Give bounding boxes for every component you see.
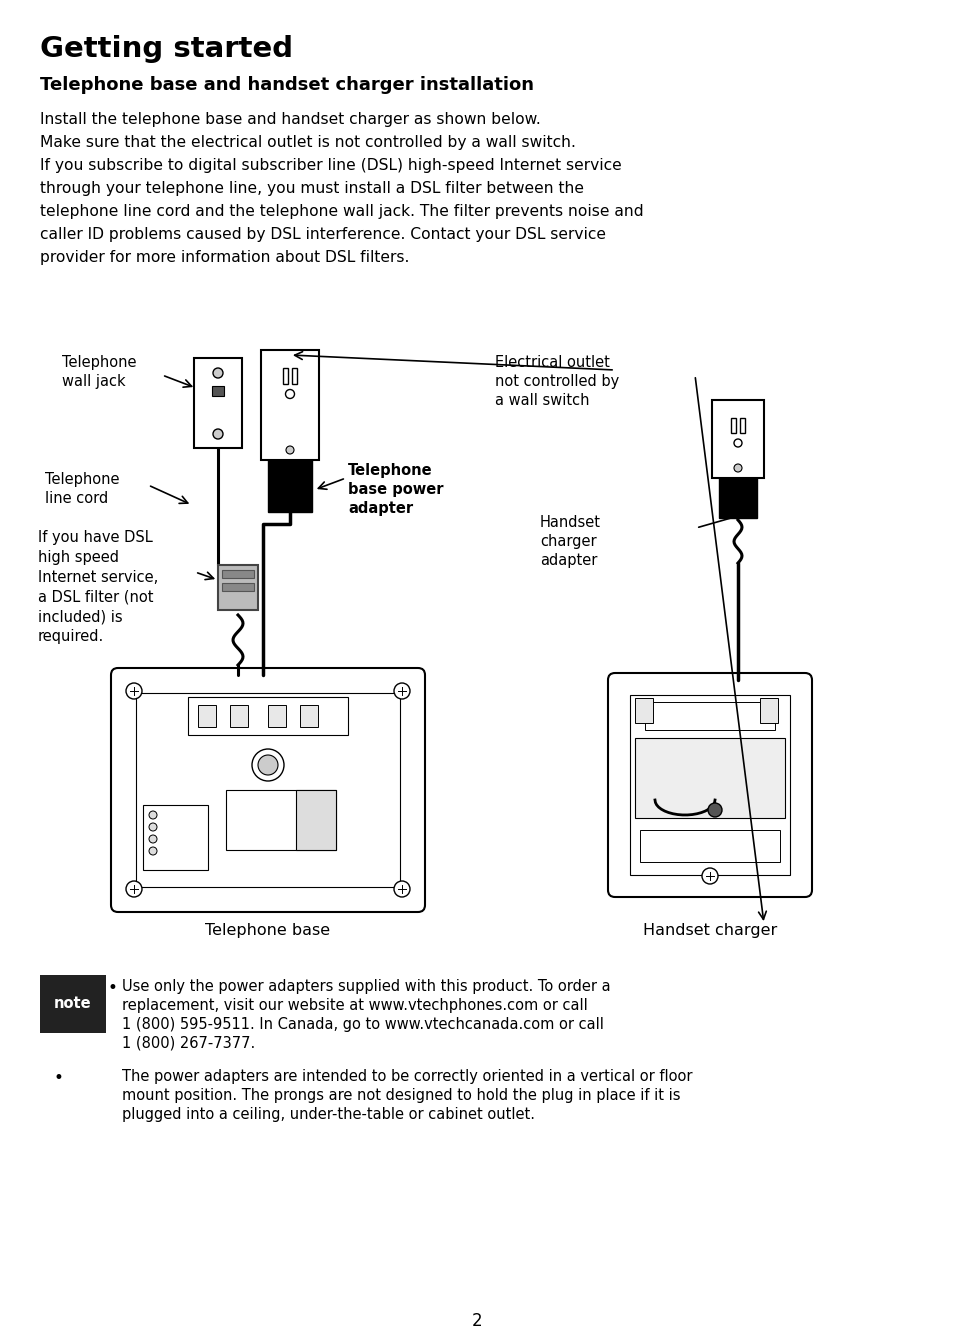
Bar <box>198 705 215 727</box>
Circle shape <box>394 880 410 896</box>
Bar <box>268 705 286 727</box>
Bar <box>299 705 317 727</box>
Bar <box>261 350 318 460</box>
Bar <box>268 460 312 512</box>
Circle shape <box>733 440 741 448</box>
FancyBboxPatch shape <box>111 668 424 912</box>
Text: telephone line cord and the telephone wall jack. The filter prevents noise and: telephone line cord and the telephone wa… <box>40 204 643 219</box>
Bar <box>283 367 288 383</box>
Text: through your telephone line, you must install a DSL filter between the: through your telephone line, you must in… <box>40 180 583 196</box>
FancyBboxPatch shape <box>607 673 811 896</box>
Circle shape <box>149 823 157 831</box>
Circle shape <box>126 880 142 896</box>
Text: Handset
charger
adapter: Handset charger adapter <box>539 514 600 568</box>
Bar <box>222 570 253 578</box>
Circle shape <box>213 367 223 378</box>
Circle shape <box>286 446 294 454</box>
Circle shape <box>701 868 718 884</box>
Circle shape <box>285 390 294 398</box>
Text: Telephone base: Telephone base <box>205 923 331 938</box>
Circle shape <box>257 755 277 775</box>
Text: caller ID problems caused by DSL interference. Contact your DSL service: caller ID problems caused by DSL interfe… <box>40 227 605 242</box>
Text: Install the telephone base and handset charger as shown below.: Install the telephone base and handset c… <box>40 112 540 127</box>
Circle shape <box>707 803 721 818</box>
Bar <box>730 418 735 433</box>
Text: •: • <box>54 1069 64 1088</box>
Text: note: note <box>54 997 91 1011</box>
Text: •: • <box>108 979 118 997</box>
Bar <box>230 705 248 727</box>
Circle shape <box>126 683 142 699</box>
Bar <box>295 790 335 850</box>
Bar <box>222 582 253 591</box>
Text: 1 (800) 595-9511. In Canada, go to www.vtechcanada.com or call: 1 (800) 595-9511. In Canada, go to www.v… <box>122 1017 603 1031</box>
Bar <box>639 830 780 862</box>
Circle shape <box>149 835 157 843</box>
Bar <box>136 693 399 887</box>
Text: Handset charger: Handset charger <box>642 923 777 938</box>
Text: Telephone
line cord: Telephone line cord <box>45 472 119 506</box>
Bar <box>226 790 335 850</box>
Text: Electrical outlet
not controlled by
a wall switch: Electrical outlet not controlled by a wa… <box>495 355 618 409</box>
Text: Telephone
wall jack: Telephone wall jack <box>62 355 136 389</box>
Text: If you have DSL
high speed
Internet service,
a DSL filter (not
included) is
requ: If you have DSL high speed Internet serv… <box>38 530 158 644</box>
Bar <box>635 697 652 723</box>
Text: mount position. The prongs are not designed to hold the plug in place if it is: mount position. The prongs are not desig… <box>122 1088 679 1104</box>
Text: The power adapters are intended to be correctly oriented in a vertical or floor: The power adapters are intended to be co… <box>122 1069 692 1083</box>
Text: provider for more information about DSL filters.: provider for more information about DSL … <box>40 250 409 265</box>
Bar <box>644 701 774 729</box>
Text: replacement, visit our website at www.vtechphones.com or call: replacement, visit our website at www.vt… <box>122 998 587 1013</box>
Text: Getting started: Getting started <box>40 35 293 63</box>
Bar <box>218 565 257 611</box>
Circle shape <box>149 811 157 819</box>
Circle shape <box>252 749 284 782</box>
Bar <box>188 697 348 735</box>
Bar <box>629 695 789 875</box>
Bar <box>740 418 744 433</box>
Bar <box>760 697 778 723</box>
Text: Telephone
base power
adapter: Telephone base power adapter <box>348 464 443 517</box>
Text: If you subscribe to digital subscriber line (DSL) high-speed Internet service: If you subscribe to digital subscriber l… <box>40 158 621 172</box>
Text: 1 (800) 267-7377.: 1 (800) 267-7377. <box>122 1035 255 1051</box>
Circle shape <box>394 683 410 699</box>
Text: Telephone base and handset charger installation: Telephone base and handset charger insta… <box>40 76 534 94</box>
Text: Use only the power adapters supplied with this product. To order a: Use only the power adapters supplied wit… <box>122 979 610 994</box>
Bar <box>711 399 763 478</box>
Circle shape <box>149 847 157 855</box>
Bar <box>292 367 296 383</box>
Bar <box>719 478 757 518</box>
Circle shape <box>213 429 223 440</box>
Bar <box>143 806 208 870</box>
Text: Make sure that the electrical outlet is not controlled by a wall switch.: Make sure that the electrical outlet is … <box>40 135 576 150</box>
Bar <box>40 975 106 1033</box>
Bar <box>193 358 242 448</box>
Bar <box>635 737 784 818</box>
Circle shape <box>733 464 741 472</box>
Text: plugged into a ceiling, under-the-table or cabinet outlet.: plugged into a ceiling, under-the-table … <box>122 1108 535 1122</box>
Text: 2: 2 <box>471 1312 482 1331</box>
Bar <box>212 386 224 395</box>
